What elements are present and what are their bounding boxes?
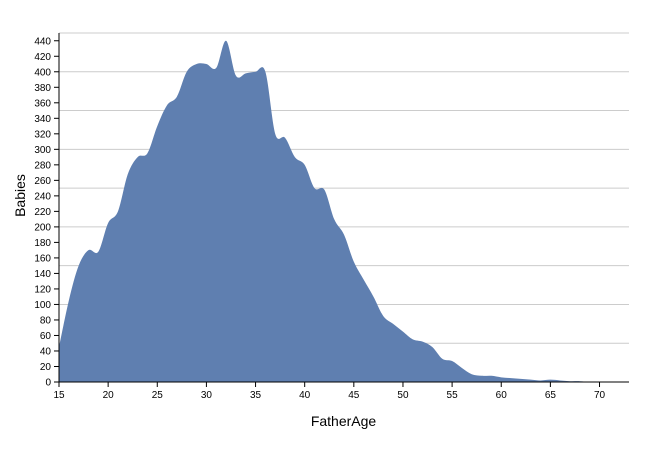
y-tick-label: 20 [40, 362, 52, 373]
x-tick-label: 50 [397, 390, 409, 401]
x-tick-label: 30 [201, 390, 213, 401]
y-tick-label: 40 [40, 346, 52, 357]
y-tick-label: 320 [34, 129, 51, 140]
x-tick-label: 60 [496, 390, 508, 401]
y-tick-label: 60 [40, 331, 52, 342]
x-tick-label: 45 [348, 390, 360, 401]
x-tick-label: 55 [447, 390, 459, 401]
x-tick-label: 20 [103, 390, 115, 401]
x-tick-label: 35 [250, 390, 262, 401]
y-tick-label: 260 [34, 176, 51, 187]
y-tick-label: 180 [34, 238, 51, 249]
x-axis: 15 20 25 30 35 40 45 50 55 60 65 70 [53, 381, 629, 401]
area-series [59, 40, 629, 383]
x-tick-label: 25 [152, 390, 164, 401]
y-tick-label: 0 [45, 378, 51, 389]
x-axis-title: FatherAge [311, 413, 377, 429]
y-tick-label: 400 [34, 67, 51, 78]
y-axis-title: Babies [12, 174, 28, 217]
y-tick-label: 80 [40, 315, 52, 326]
y-axis: 0 20 40 60 80 100 120 140 160 180 200 220 240 260 280 3… [34, 33, 60, 389]
y-tick-label: 420 [34, 52, 51, 63]
y-tick-label: 220 [34, 207, 51, 218]
y-tick-label: 440 [34, 36, 51, 47]
y-tick-label: 280 [34, 160, 51, 171]
x-tick-label: 70 [594, 390, 606, 401]
y-tick-label: 300 [34, 145, 51, 156]
y-tick-label: 160 [34, 253, 51, 264]
y-tick-label: 140 [34, 269, 51, 280]
y-tick-label: 240 [34, 191, 51, 202]
y-tick-label: 380 [34, 83, 51, 94]
x-tick-label: 65 [545, 390, 557, 401]
y-tick-label: 100 [34, 300, 51, 311]
y-tick-label: 340 [34, 114, 51, 125]
y-tick-label: 200 [34, 222, 51, 233]
y-tick-label: 120 [34, 284, 51, 295]
x-tick-label: 15 [53, 390, 65, 401]
y-tick-label: 360 [34, 98, 51, 109]
x-tick-label: 40 [299, 390, 311, 401]
